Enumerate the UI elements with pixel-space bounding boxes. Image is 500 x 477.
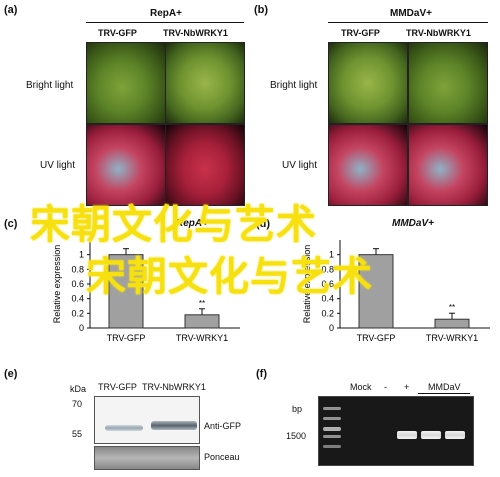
panel-c-label: (c) [4, 218, 18, 230]
gel-sample-band [421, 431, 441, 439]
y-tick-label: 0.4 [71, 294, 84, 304]
blot-band-gfp [105, 425, 143, 431]
panel-e-kda: kDa [70, 384, 87, 394]
panel-b-row-uv: UV light [282, 160, 318, 171]
panel-e-lane-1: TRV-GFP [98, 382, 137, 392]
watermark-line-1: 宋朝文化与艺术 [30, 202, 317, 248]
bar [184, 314, 220, 329]
y-tick-label: 0.2 [321, 308, 334, 318]
panel-f-lane-plus: + [404, 382, 410, 392]
x-tick-label: TRV-GFP [107, 333, 146, 343]
y-tick-label: 0 [79, 323, 84, 333]
panel-e-marker-55: 55 [72, 429, 83, 439]
y-tick-label: 0.6 [321, 279, 334, 289]
bar [108, 254, 144, 329]
panel-e-lane-2: TRV-NbWRKY1 [142, 382, 206, 392]
panel-f-label: (f) [256, 368, 267, 380]
x-tick-label: TRV-WRKY1 [426, 333, 478, 343]
x-tick-label: TRV-WRKY1 [176, 333, 228, 343]
panel-e-ponceau-label: Ponceau [204, 452, 240, 462]
y-tick-label: 1 [329, 250, 334, 260]
panel-d-label: (d) [256, 218, 271, 230]
panel-a-label: (a) [4, 4, 18, 16]
panel-e-label: (e) [4, 368, 18, 380]
panel-b-photo-wrky-bright [408, 42, 488, 124]
significance-label: ** [449, 303, 455, 312]
panel-a-title-rule [86, 22, 244, 23]
gel-ladder-band [323, 435, 341, 438]
significance-label: ** [199, 299, 205, 308]
panel-b-row-bright: Bright light [270, 80, 318, 91]
y-tick-label: 0.2 [71, 308, 84, 318]
panel-b-col-2: TRV-NbWRKY1 [406, 28, 471, 38]
gel-sample-band [397, 431, 417, 439]
panel-b-col-1: TRV-GFP [341, 28, 380, 38]
gel-image [318, 396, 474, 466]
panel-a-row-uv: UV light [40, 160, 76, 171]
panel-a-col-2: TRV-NbWRKY1 [163, 28, 228, 38]
blot-ponceau [94, 446, 200, 470]
panel-b-photo-gfp-uv [328, 124, 408, 206]
panel-b-photo-gfp-bright [328, 42, 408, 124]
y-tick-label: 0.8 [71, 264, 84, 274]
y-tick-label: 0 [329, 323, 334, 333]
panel-f-marker: 1500 [286, 431, 307, 441]
bar [358, 254, 394, 329]
panel-d-title: MMDaV+ [392, 218, 434, 229]
panel-a-photo-gfp-uv [86, 124, 166, 206]
y-axis-label: Relative expression [52, 245, 62, 324]
chart-d: 0 0.2 0.4 0.6 0.8 1 Relative expression TRV-GFP… [302, 240, 490, 343]
panel-b-title-rule [328, 22, 488, 23]
chart-c: 0 0.2 0.4 0.6 0.8 1 Relative expression TRV-GFP… [52, 240, 240, 343]
y-tick-label: 1 [79, 250, 84, 260]
gel-sample-band [445, 431, 465, 439]
gel-ladder-band [323, 445, 341, 448]
panel-a-col-1: TRV-GFP [98, 28, 137, 38]
panel-f-lane-minus: - [384, 382, 387, 392]
gel-ladder-band [323, 417, 341, 420]
panel-a-photo-wrky-bright [165, 42, 245, 124]
y-axis-label: Relative expression [302, 245, 312, 324]
gel-ladder-band [323, 427, 341, 431]
panel-a-row-bright: Bright light [26, 80, 74, 91]
bar [434, 318, 470, 329]
panel-f-bp: bp [292, 404, 303, 414]
panel-a-photo-gfp-bright [86, 42, 166, 124]
y-tick-label: 0.4 [321, 294, 334, 304]
panel-f-lane-mock: Mock [350, 382, 372, 392]
blot-band-wrky [151, 421, 197, 430]
panel-b-label: (b) [254, 4, 269, 16]
panel-c-title: RepA+ [176, 218, 208, 229]
panel-e-anti-label: Anti-GFP [204, 421, 242, 431]
y-tick-label: 0.8 [321, 264, 334, 274]
panel-e-marker-70: 70 [72, 399, 83, 409]
panel-b-title: MMDaV+ [390, 8, 432, 19]
panel-f-lane-mmdav: MMDaV [428, 382, 461, 392]
panel-a-title: RepA+ [150, 8, 182, 19]
y-tick-label: 0.6 [71, 279, 84, 289]
blot-anti-gfp [94, 396, 200, 444]
panel-f-mmdav-rule [418, 393, 470, 394]
panel-a-photo-wrky-uv [165, 124, 245, 206]
x-tick-label: TRV-GFP [357, 333, 396, 343]
gel-ladder-band [323, 407, 341, 410]
watermark-line-2: 宋朝文化与艺术 [86, 254, 373, 300]
panel-b-photo-wrky-uv [408, 124, 488, 206]
